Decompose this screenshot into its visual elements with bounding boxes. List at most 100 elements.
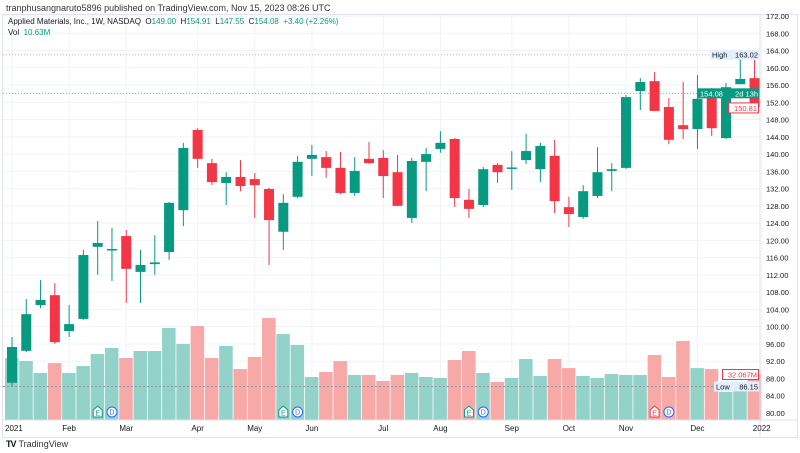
time-tick-label: Aug: [433, 424, 447, 433]
candle-down[interactable]: [364, 158, 374, 164]
earnings-event-icon[interactable]: [278, 405, 289, 418]
candle-up[interactable]: [178, 148, 189, 211]
candle-up[interactable]: [635, 82, 646, 92]
volume-bar: [333, 361, 347, 420]
candle-up[interactable]: [478, 169, 489, 205]
earnings-event-icon[interactable]: [463, 405, 474, 418]
candle-down[interactable]: [463, 199, 474, 209]
dividend-event-icon[interactable]: [292, 406, 304, 418]
volume-bar: [747, 373, 762, 420]
candle-down[interactable]: [121, 236, 132, 269]
earnings-event-icon[interactable]: [92, 405, 103, 418]
candle-up[interactable]: [421, 154, 432, 162]
candle-up[interactable]: [606, 169, 617, 171]
price-tick-label: 100.00: [766, 323, 789, 332]
chart-frame: [2, 14, 798, 438]
candle-down[interactable]: [492, 164, 503, 173]
candle-up[interactable]: [135, 264, 146, 272]
symbol-title[interactable]: Applied Materials, Inc., 1W, NASDAQ: [8, 17, 141, 26]
candle-up[interactable]: [692, 98, 703, 130]
candle-up[interactable]: [35, 299, 46, 306]
dividend-event-icon[interactable]: [106, 406, 118, 418]
volume-bar: [619, 374, 633, 420]
candle-up[interactable]: [721, 87, 731, 139]
candle-up[interactable]: [7, 346, 17, 383]
volume-bar: [33, 372, 48, 420]
candle-up[interactable]: [92, 242, 103, 247]
dividend-event-icon[interactable]: [477, 406, 489, 418]
candle-down[interactable]: [264, 189, 275, 221]
candle-up[interactable]: [735, 78, 746, 85]
candle-down[interactable]: [235, 176, 246, 187]
candle-up[interactable]: [278, 202, 289, 232]
candle-down[interactable]: [663, 107, 674, 140]
candle-up[interactable]: [406, 160, 417, 218]
price-tick-label: 96.00: [766, 340, 785, 349]
price-tick-label: 168.00: [766, 29, 789, 38]
price-tick-label: 136.00: [766, 167, 789, 176]
candle-up[interactable]: [578, 191, 589, 218]
candle-down[interactable]: [249, 179, 260, 186]
volume-value-box: [722, 369, 759, 380]
volume-bar: [419, 376, 433, 420]
time-tick-label: Feb: [62, 424, 76, 433]
candle-up[interactable]: [106, 249, 117, 251]
candle-up[interactable]: [78, 255, 89, 319]
volume-bar: [19, 361, 33, 420]
volume-bar: [504, 377, 519, 420]
candle-down[interactable]: [206, 163, 217, 183]
price-tick-label: 152.00: [766, 98, 789, 107]
time-tick-label: Nov: [619, 424, 633, 433]
candle-down[interactable]: [49, 295, 60, 343]
price-tick-label: 128.00: [766, 202, 789, 211]
candle-down[interactable]: [192, 129, 203, 159]
candle-up[interactable]: [21, 314, 32, 351]
price-tick-label: 108.00: [766, 288, 789, 297]
candle-down[interactable]: [706, 92, 717, 129]
time-tick-label: 2022: [753, 424, 771, 433]
candle-down[interactable]: [678, 125, 689, 130]
dividend-event-icon[interactable]: [663, 406, 675, 418]
candle-up[interactable]: [435, 142, 446, 149]
candle-up[interactable]: [349, 170, 360, 193]
volume-value: 10.63M: [23, 28, 51, 37]
candle-up[interactable]: [506, 167, 517, 169]
volume-bar: [347, 374, 362, 420]
candle-up[interactable]: [221, 176, 232, 183]
candle-down[interactable]: [335, 167, 346, 193]
price-tick-label: 92.00: [766, 357, 785, 366]
volume-bar: [247, 357, 262, 420]
brand-name[interactable]: TradingView: [18, 439, 69, 449]
candle-up[interactable]: [521, 151, 532, 161]
volume-bar: [461, 350, 476, 420]
candle-down[interactable]: [649, 81, 660, 111]
volume-bar: [647, 355, 662, 420]
close-value: 154.08: [254, 17, 279, 26]
candle-down[interactable]: [549, 155, 560, 202]
candle-up[interactable]: [592, 172, 603, 196]
candle-down[interactable]: [449, 138, 460, 199]
volume-bar: [376, 380, 390, 420]
candle-up[interactable]: [64, 324, 75, 331]
candle-down[interactable]: [321, 157, 332, 168]
high-label-box: [710, 49, 759, 60]
bar-countdown: 2d 13h: [735, 89, 758, 98]
earnings-event-label: E: [467, 411, 472, 418]
high-label: High: [712, 51, 727, 60]
candle-down[interactable]: [378, 157, 389, 177]
candle-up[interactable]: [164, 202, 175, 253]
volume-bar: [262, 317, 276, 420]
candle-down[interactable]: [392, 172, 403, 206]
candle-up[interactable]: [292, 161, 303, 197]
candle-down[interactable]: [563, 207, 574, 215]
volume-bar: [433, 377, 447, 420]
volume-bar: [62, 372, 76, 420]
volume-bar: [119, 358, 133, 420]
earnings-event-icon[interactable]: [649, 405, 660, 418]
candle-up[interactable]: [621, 97, 632, 168]
candle-up[interactable]: [149, 262, 160, 265]
candle-up[interactable]: [535, 145, 546, 170]
candle-up[interactable]: [306, 154, 317, 159]
volume-bar: [390, 374, 405, 420]
